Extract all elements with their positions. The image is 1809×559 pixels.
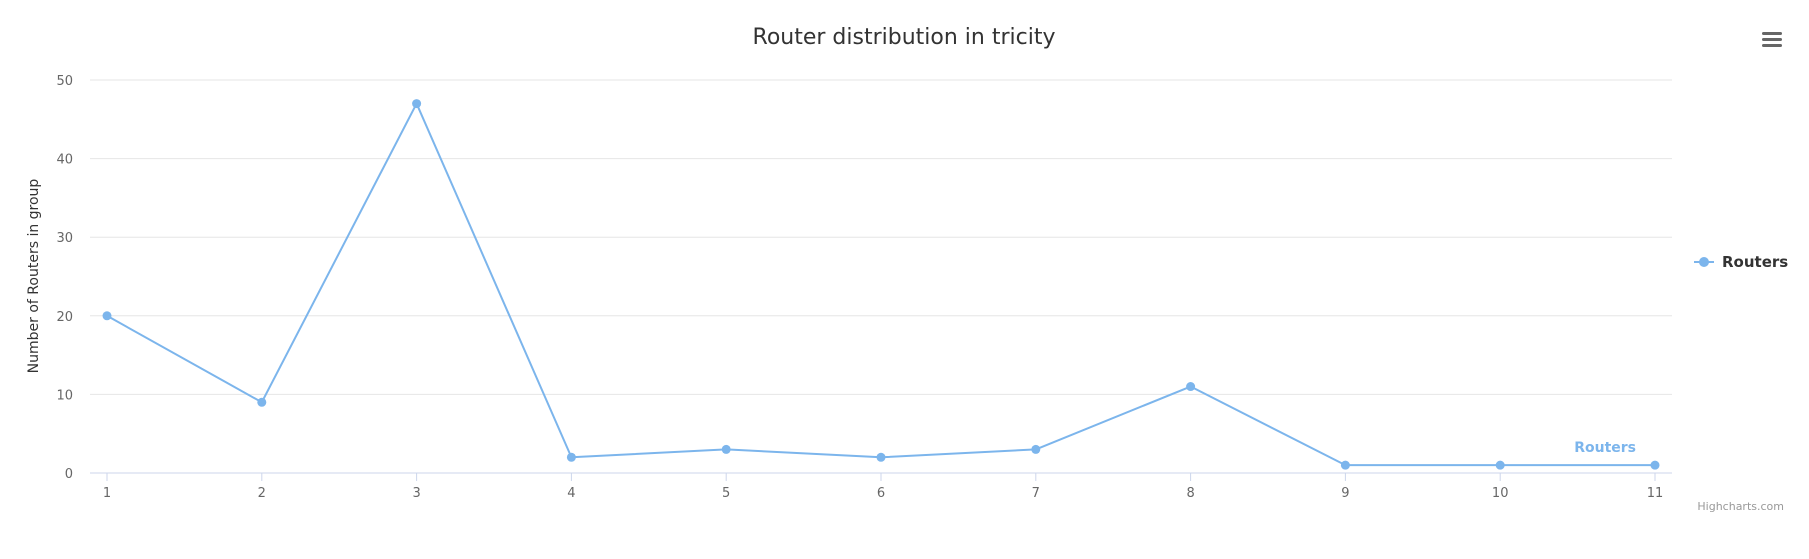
data-point[interactable] [721,444,731,454]
x-tick-label: 11 [1647,486,1664,501]
credits-link[interactable]: Highcharts.com [1697,500,1784,513]
data-point[interactable] [1650,460,1660,470]
x-tick-label: 5 [722,486,730,501]
x-tick-label: 2 [258,486,266,501]
data-point[interactable] [1031,444,1041,454]
x-tick-label: 10 [1492,486,1509,501]
series-line [106,102,1656,467]
hamburger-menu-icon [1762,32,1782,35]
legend-marker-icon [1699,257,1709,267]
x-tick-label: 7 [1032,486,1040,501]
data-point[interactable] [412,99,422,109]
data-point[interactable] [102,311,112,321]
legend-item-routers[interactable]: Routers [1722,253,1788,271]
data-point[interactable] [1340,460,1350,470]
y-axis-ticks: 0 10 20 30 40 50 [56,74,73,482]
data-point[interactable] [566,452,576,462]
data-point[interactable] [1186,382,1196,392]
y-tick-label: 10 [56,388,73,403]
x-tick-label: 3 [412,486,420,501]
y-tick-label: 0 [65,467,73,482]
data-point[interactable] [876,452,886,462]
y-tick-label: 50 [56,74,73,89]
y-gridlines [90,79,1672,395]
x-tick-label: 6 [877,486,885,501]
chart-title: Router distribution in tricity [753,25,1056,50]
series-routers[interactable]: Routers [102,99,1660,470]
y-axis-title: Number of Routers in group [26,179,42,374]
y-tick-label: 40 [56,153,73,168]
legend[interactable]: Routers [1694,253,1788,271]
data-point[interactable] [1495,460,1505,470]
x-tick-label: 4 [567,486,575,501]
x-tick-label: 9 [1341,486,1349,501]
data-point[interactable] [257,397,267,407]
x-axis: 1 2 3 4 5 6 7 8 9 10 11 [90,472,1672,501]
x-tick-label: 1 [103,486,111,501]
y-tick-label: 20 [56,310,73,325]
y-tick-label: 30 [56,231,73,246]
x-tick-label: 8 [1186,486,1194,501]
series-end-label: Routers [1574,440,1636,456]
context-menu-button[interactable] [1760,28,1784,50]
